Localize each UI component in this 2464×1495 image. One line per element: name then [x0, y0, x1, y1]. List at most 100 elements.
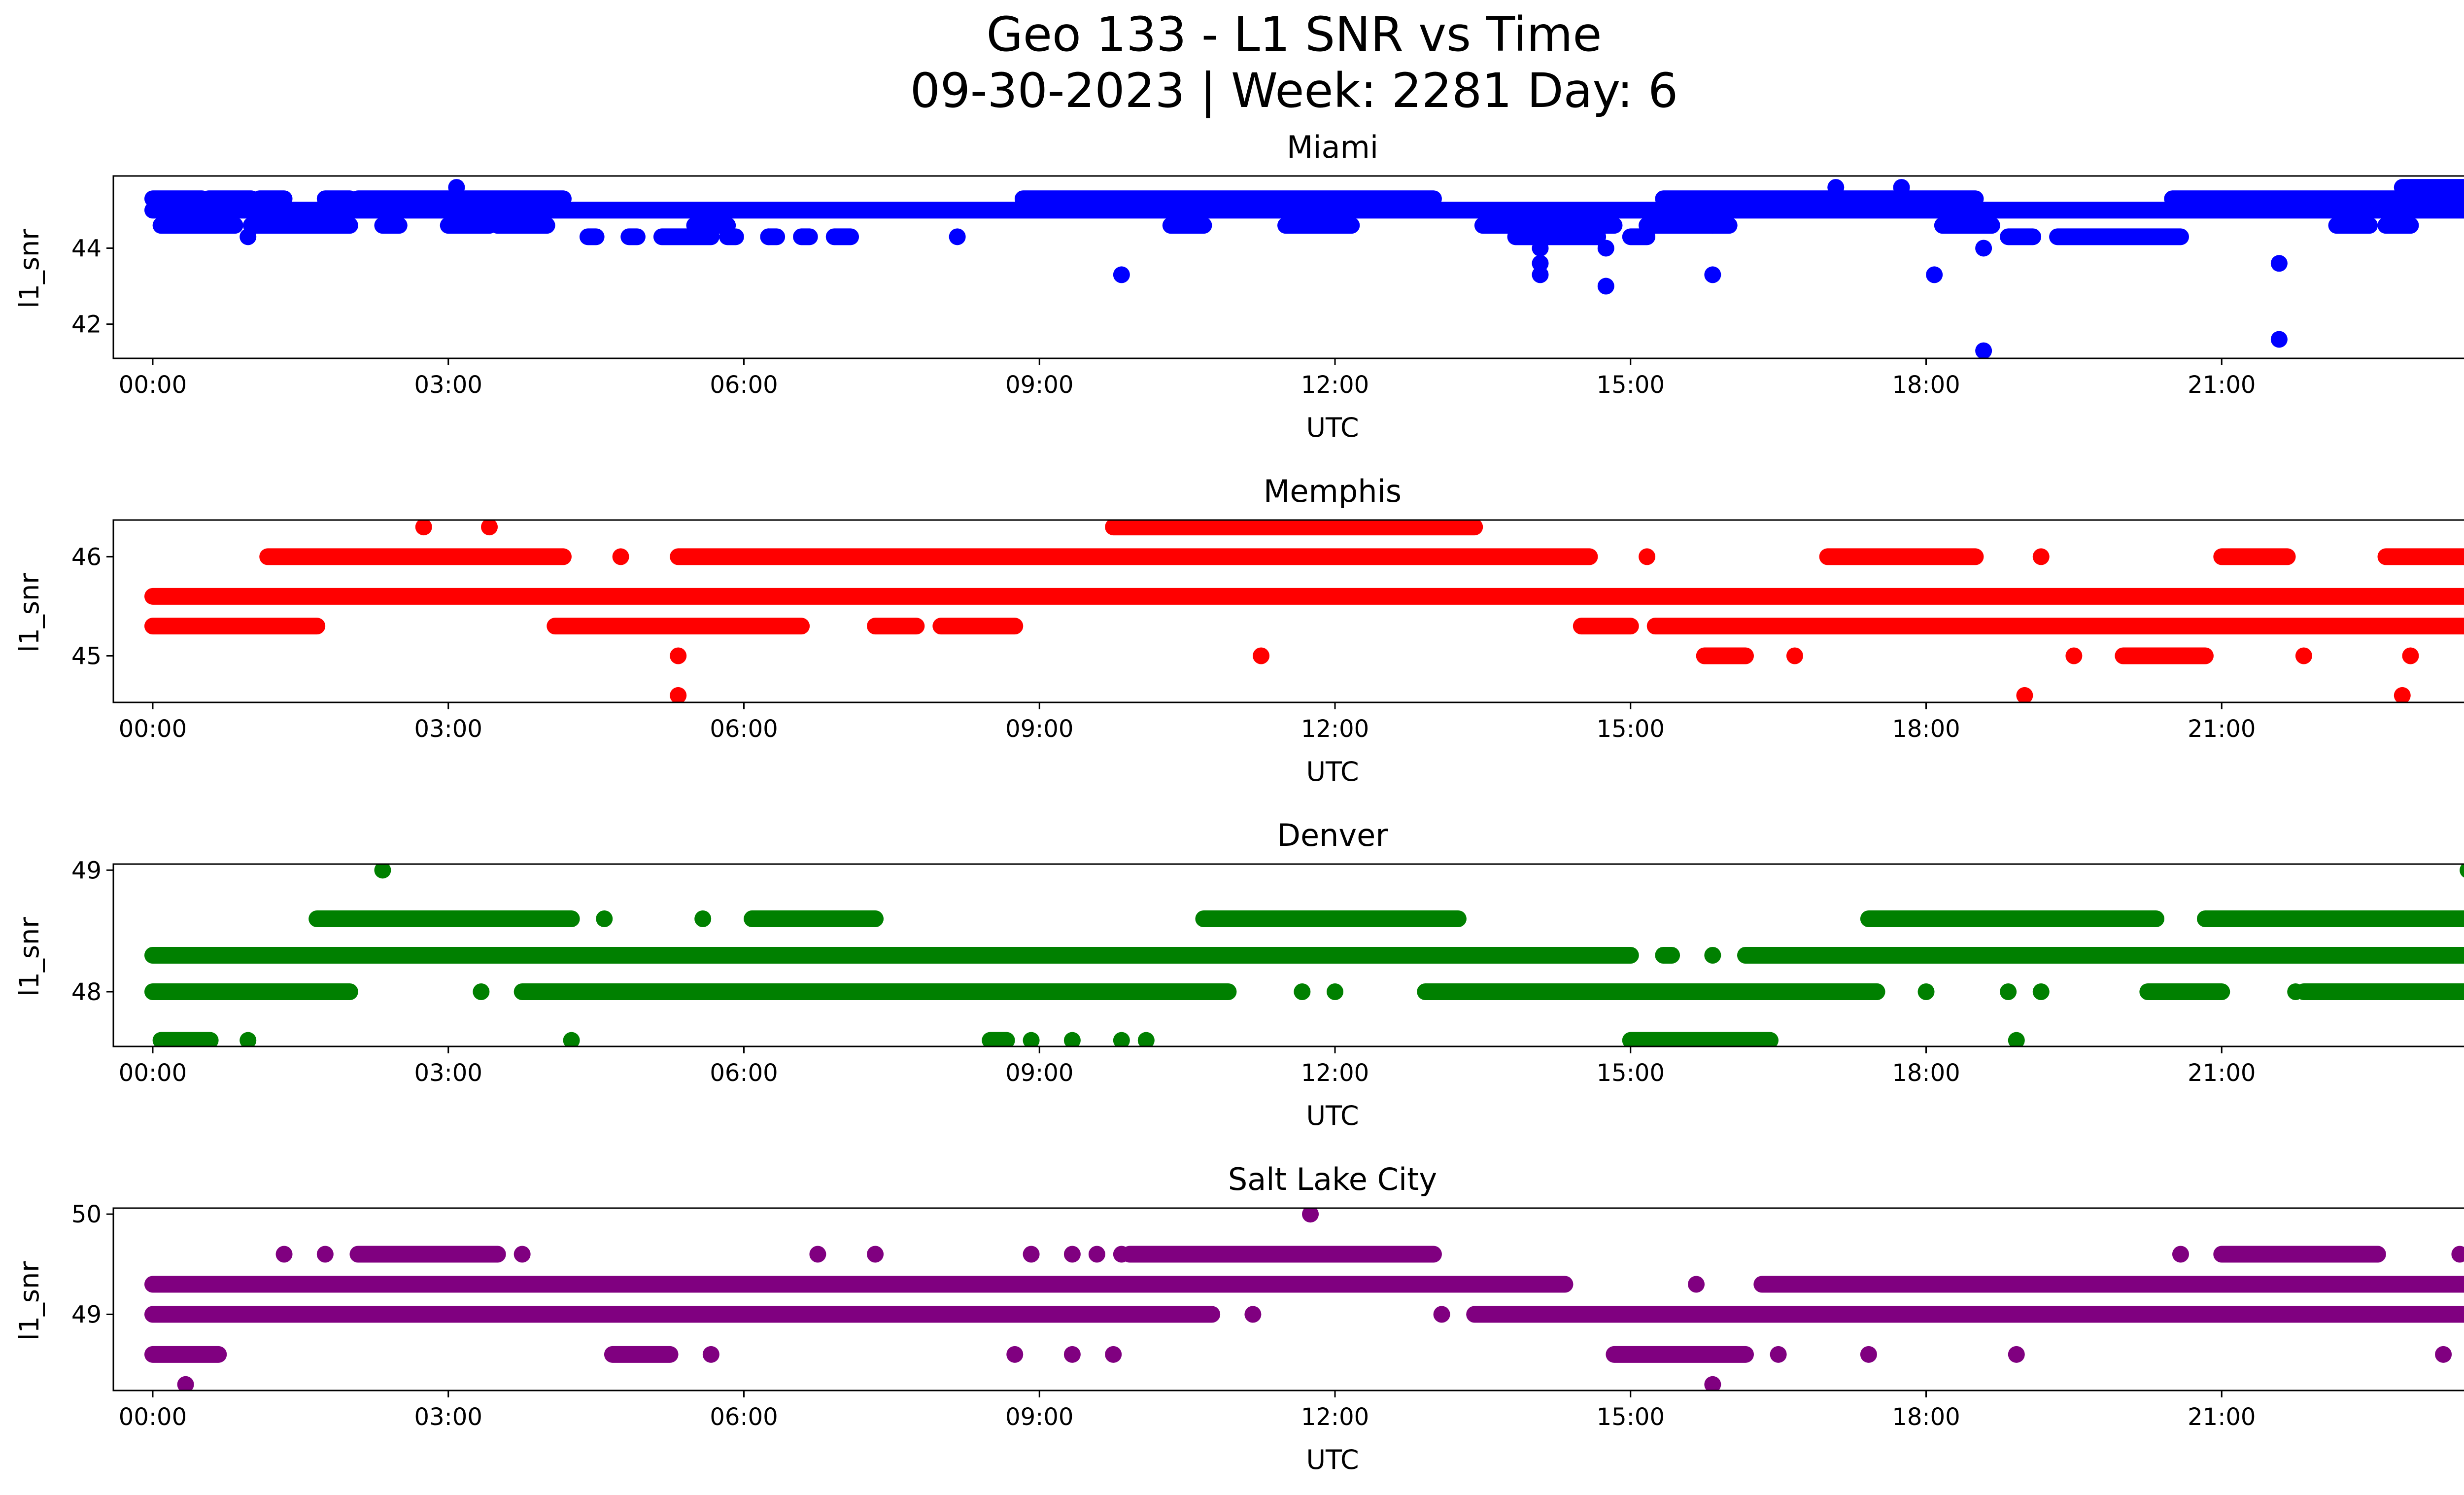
x-axis-label: UTC: [1306, 1444, 1359, 1475]
data-point: [2172, 1246, 2189, 1263]
subplot-title: Miami: [1287, 129, 1378, 165]
data-point: [1088, 1246, 1105, 1263]
data-point: [1926, 266, 1943, 283]
data-point: [316, 1246, 334, 1263]
x-tick-label: 12:00: [1301, 1403, 1369, 1431]
data-point: [177, 1376, 194, 1391]
x-tick-label: 21:00: [2188, 371, 2256, 399]
x-tick-label: 15:00: [1597, 371, 1665, 399]
data-point: [1786, 647, 1803, 664]
plot-area: 00:00 03:00 06:00 09:00 12:00 15:00 18:00 21:00…: [71, 1201, 2464, 1431]
x-tick-label: 09:00: [1005, 1403, 1073, 1431]
plot-area: 00:00 03:00 06:00 09:00 12:00 15:00 18:00 21:00…: [71, 519, 2464, 743]
data-point: [2032, 983, 2050, 1000]
subplot-denver: Denver UTC l1_snr 00:00 03:00 06:00 09:00 12…: [14, 817, 2464, 1131]
x-tick-label: 03:00: [414, 715, 482, 743]
data-point: [374, 864, 391, 879]
data-point: [867, 1246, 884, 1263]
data-point: [2402, 647, 2419, 664]
data-point: [1137, 1032, 1155, 1046]
data-point: [1704, 266, 1721, 283]
data-point: [2008, 1032, 2025, 1046]
x-tick-label: 12:00: [1301, 371, 1369, 399]
data-point: [1294, 983, 1311, 1000]
data-point: [809, 1246, 826, 1263]
data-point: [596, 910, 613, 927]
data-point: [415, 520, 432, 536]
data-point: [2270, 255, 2288, 272]
data-point: [670, 687, 687, 702]
figure-title-line2: 09-30-2023 | Week: 2281 Day: 6: [910, 63, 1678, 119]
data-point: [612, 548, 629, 565]
x-tick-label: 03:00: [414, 371, 482, 399]
subplot-salt-lake-city: Salt Lake City UTC l1_snr 00:00 03:00 06:0…: [14, 1161, 2464, 1475]
x-tick-label: 18:00: [1892, 1403, 1960, 1431]
data-point: [1327, 983, 1343, 1000]
data-point: [702, 1346, 719, 1363]
plot-area: 00:00 03:00 06:00 09:00 12:00 15:00 18:00 21:00…: [71, 175, 2464, 399]
data-point: [1975, 240, 1992, 257]
data-point: [448, 179, 465, 196]
x-tick-label: 12:00: [1301, 1059, 1369, 1087]
x-tick-label: 06:00: [710, 715, 778, 743]
data-point: [1105, 1346, 1122, 1363]
data-point: [473, 983, 490, 1000]
data-point: [1113, 1032, 1130, 1046]
x-tick-label: 15:00: [1597, 1059, 1665, 1087]
x-tick-label: 03:00: [414, 1059, 482, 1087]
x-tick-label: 18:00: [1892, 715, 1960, 743]
x-tick-label: 18:00: [1892, 1059, 1960, 1087]
data-point: [694, 910, 712, 927]
x-tick-label: 18:00: [1892, 371, 1960, 399]
subplot-title: Denver: [1277, 817, 1388, 853]
x-axis-label: UTC: [1306, 412, 1359, 443]
scatter-series: [144, 864, 2464, 1046]
x-tick-label: 00:00: [119, 1403, 187, 1431]
data-point: [1827, 179, 1845, 196]
data-point: [760, 228, 777, 245]
data-point: [2460, 864, 2464, 878]
data-point: [1302, 1208, 1319, 1223]
data-point: [1704, 947, 1721, 964]
scatter-series: [144, 179, 2464, 358]
x-tick-label: 09:00: [1005, 1059, 1073, 1087]
data-point: [1063, 1246, 1081, 1263]
y-tick-label: 46: [71, 543, 102, 571]
data-point: [1704, 217, 1721, 234]
x-tick-label: 15:00: [1597, 1403, 1665, 1431]
data-point: [1063, 1032, 1081, 1046]
data-point: [1063, 1346, 1081, 1363]
data-point: [1975, 342, 1992, 358]
data-point: [2287, 983, 2304, 1000]
data-point: [2295, 647, 2312, 664]
data-point: [563, 1032, 580, 1046]
data-point: [240, 228, 257, 245]
y-tick-label: 49: [71, 857, 102, 884]
data-point: [1113, 266, 1130, 283]
subplot-memphis: Memphis UTC l1_snr 00:00 03:00 06:00 09:00 1…: [14, 473, 2464, 787]
x-tick-label: 15:00: [1597, 715, 1665, 743]
data-point: [1597, 240, 1614, 257]
y-axis-label: l1_snr: [14, 917, 45, 997]
figure-title-line1: Geo 133 - L1 SNR vs Time: [987, 7, 1602, 62]
data-point: [2016, 687, 2033, 702]
data-point: [1006, 1346, 1024, 1363]
data-point: [1860, 1346, 1877, 1363]
data-point: [2435, 1346, 2452, 1363]
data-point: [2394, 687, 2411, 702]
x-tick-label: 21:00: [2188, 715, 2256, 743]
plot-area: 00:00 03:00 06:00 09:00 12:00 15:00 18:00 21:00…: [71, 857, 2464, 1087]
x-tick-label: 21:00: [2188, 1059, 2256, 1087]
y-tick-label: 50: [71, 1201, 102, 1228]
data-point: [2270, 331, 2288, 348]
data-point: [2000, 983, 2017, 1000]
data-point: [1893, 179, 1910, 196]
y-tick-label: 48: [71, 978, 102, 1006]
x-tick-label: 00:00: [119, 715, 187, 743]
x-tick-label: 06:00: [710, 1059, 778, 1087]
data-point: [1023, 1032, 1040, 1046]
data-point: [1639, 548, 1656, 565]
subplot-miami: Miami UTC l1_snr 00:00 03:00 06:00 09:00 12:…: [14, 129, 2464, 443]
